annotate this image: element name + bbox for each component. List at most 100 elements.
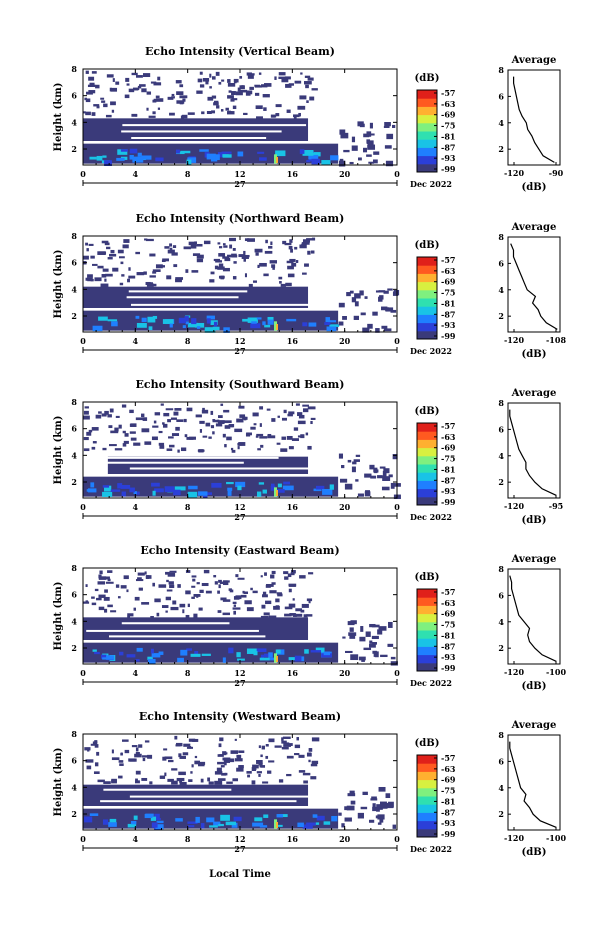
- x-tick-label: 0: [394, 668, 400, 678]
- echo-cell: [237, 485, 242, 491]
- echo-cell: [210, 410, 214, 415]
- echo-cell: [205, 492, 213, 495]
- echo-cell: [385, 307, 394, 312]
- colorbar-swatch: [417, 147, 437, 157]
- echo-cell: [137, 152, 142, 157]
- echo-cell: [203, 569, 210, 574]
- echo-cell: [284, 242, 292, 246]
- echo-cell: [369, 122, 373, 129]
- echo-cell: [118, 760, 124, 763]
- echo-cell: [169, 584, 175, 589]
- echo-cell: [128, 88, 135, 93]
- echo-cell: [175, 742, 183, 747]
- panel-5: Echo Intensity (Westward Beam) 0 4 8 12 16 20 0…: [53, 710, 566, 858]
- echo-cell: [194, 651, 199, 656]
- x-tick-label: 16: [287, 668, 299, 678]
- echo-cell: [232, 105, 237, 110]
- average-y-label: 6: [498, 258, 504, 268]
- colorbar-unit: (dB): [415, 240, 440, 251]
- echo-cell: [286, 435, 293, 440]
- y-tick-label: 2: [71, 311, 77, 321]
- echo-cell: [134, 753, 142, 758]
- echo-cell: [276, 592, 282, 595]
- echo-cell: [251, 767, 257, 771]
- echo-cell: [225, 821, 236, 826]
- echo-cell: [218, 263, 224, 268]
- echo-cell: [194, 241, 197, 245]
- echo-cell: [344, 817, 352, 822]
- echo-cell: [112, 78, 115, 82]
- echo-cell: [197, 449, 205, 452]
- echo-cell: [173, 411, 179, 416]
- echo-cell: [232, 607, 241, 610]
- colorbar-label: -69: [441, 110, 456, 120]
- colorbar-label: -93: [441, 652, 456, 662]
- echo-cell: [119, 763, 124, 766]
- echo-cell: [372, 159, 378, 164]
- date-day: 27: [234, 512, 245, 522]
- cloud-layer: [107, 456, 309, 474]
- echo-cell: [310, 763, 318, 767]
- echo-cell: [166, 579, 169, 583]
- echo-cell: [177, 584, 181, 588]
- echo-cell: [231, 449, 236, 453]
- y-tick-label: 6: [71, 424, 77, 434]
- echo-cell: [171, 780, 178, 785]
- echo-cell: [297, 420, 306, 425]
- echo-cell: [371, 624, 380, 628]
- echo-cell: [151, 653, 161, 658]
- echo-cell: [287, 743, 293, 746]
- echo-cell: [347, 621, 355, 626]
- average-y-label: 4: [498, 783, 504, 793]
- echo-cell: [177, 449, 180, 453]
- echo-cell: [354, 293, 361, 299]
- echo-cell: [384, 122, 391, 127]
- echo-cell: [302, 239, 311, 243]
- echo-cell: [201, 823, 205, 829]
- echo-cell: [293, 114, 300, 118]
- echo-cell: [208, 781, 214, 785]
- average-profile-line: [510, 243, 558, 330]
- echo-cell: [91, 427, 99, 431]
- echo-cell: [180, 649, 188, 656]
- echo-cell: [245, 433, 251, 437]
- echo-cell: [296, 737, 299, 741]
- echo-cell: [274, 489, 285, 493]
- panel-4: Echo Intensity (Eastward Beam) 0 4 8 12 16 20 0…: [53, 544, 566, 692]
- colorbar-swatch: [417, 306, 437, 315]
- date-label: Dec 2022: [410, 346, 452, 356]
- y-tick-label: 8: [71, 231, 77, 241]
- echo-cell: [88, 243, 94, 246]
- average-x-label: -120: [504, 833, 524, 843]
- echo-cell: [199, 420, 205, 424]
- echo-cell: [100, 283, 109, 288]
- echo-cell: [85, 759, 94, 763]
- average-y-label: 6: [498, 91, 504, 101]
- echo-cell: [243, 258, 246, 262]
- echo-cell: [83, 410, 89, 415]
- echo-cell: [136, 272, 145, 276]
- colorbar-label: -99: [441, 663, 456, 673]
- echo-cell: [298, 414, 305, 419]
- echo-cell: [147, 316, 156, 323]
- echo-cell: [83, 437, 89, 441]
- colorbar-swatch: [417, 98, 437, 107]
- average-title: Average: [511, 55, 557, 66]
- echo-cell: [305, 432, 309, 436]
- echo-cell: [114, 448, 123, 451]
- echo-cell: [390, 482, 395, 489]
- echo-cell: [124, 433, 129, 437]
- echo-cell: [369, 640, 373, 644]
- x-tick-label: 12: [234, 336, 245, 346]
- echo-cell: [218, 743, 222, 748]
- average-x-label: -95: [549, 501, 563, 511]
- echo-cell: [383, 290, 389, 294]
- echo-cell: [224, 762, 227, 766]
- echo-cell: [369, 464, 375, 470]
- average-frame: [507, 236, 561, 333]
- echo-cell: [93, 104, 100, 107]
- echo-cell: [178, 753, 182, 758]
- average-y-label: 8: [498, 398, 504, 408]
- echo-cell: [233, 610, 237, 615]
- echo-cell: [338, 812, 342, 816]
